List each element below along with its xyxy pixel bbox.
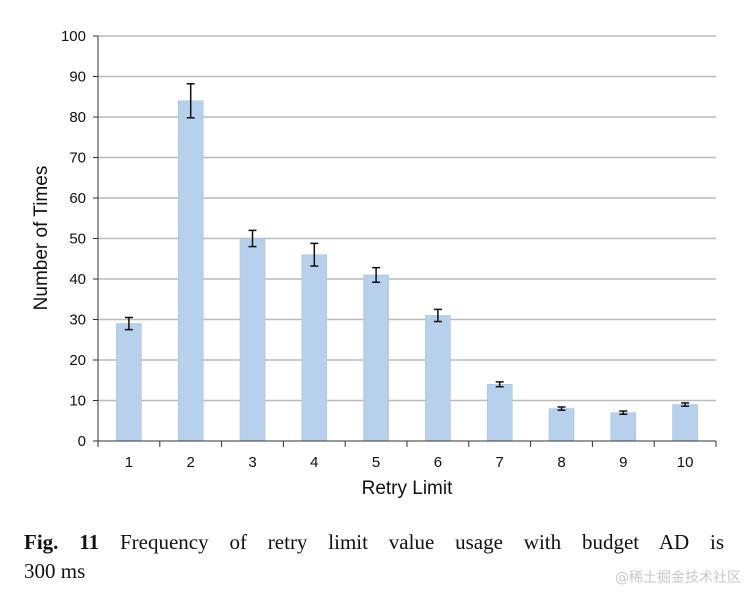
- caption-text-line2: 300 ms: [24, 559, 86, 583]
- y-tick-label: 10: [69, 393, 86, 410]
- bar-4: [301, 254, 328, 442]
- bar-8: [548, 408, 575, 442]
- x-tick-label: 1: [125, 454, 133, 471]
- y-tick-label: 30: [69, 312, 86, 329]
- error-bars: [124, 83, 690, 416]
- bar-5: [363, 274, 389, 442]
- x-tick-label: 3: [248, 454, 256, 471]
- x-tick-label: 10: [677, 454, 694, 471]
- bar-10: [672, 404, 698, 442]
- x-tick-label: 8: [557, 454, 565, 471]
- y-tick-label: 80: [69, 109, 86, 126]
- x-tick-label: 9: [619, 454, 627, 471]
- bar-9: [610, 412, 637, 442]
- x-tick-label: 2: [187, 454, 195, 471]
- x-tick-labels: 1 2 3 4 5 6 7 8 9 10: [97, 441, 717, 471]
- bar-chart: 0 10 20 30 40 50 60 70 80 90 100 1 2 3 4 5 6 7 8 9 10 Retry…: [31, 28, 717, 499]
- bar-2: [177, 100, 204, 442]
- bar-7: [486, 384, 513, 442]
- y-tick-label: 0: [78, 433, 86, 450]
- y-tick-label: 60: [69, 190, 86, 207]
- bar-3: [239, 238, 266, 442]
- y-tick-label: 70: [69, 150, 86, 167]
- x-tick-label: 6: [434, 454, 442, 471]
- y-tick-labels: 0 10 20 30 40 50 60 70 80 90 100: [61, 28, 98, 450]
- y-tick-label: 20: [69, 352, 86, 369]
- y-tick-label: 50: [69, 231, 86, 248]
- y-tick-label: 100: [61, 28, 86, 45]
- bars: [116, 100, 698, 442]
- y-axis-title: Number of Times: [31, 166, 52, 311]
- y-tick-label: 40: [69, 271, 86, 288]
- bar-6: [425, 315, 451, 442]
- x-tick-label: 4: [310, 454, 318, 471]
- caption-label: Fig. 11: [24, 530, 100, 554]
- x-tick-label: 7: [496, 454, 504, 471]
- figure-caption: Fig. 11 Frequency of retry limit value u…: [24, 528, 724, 586]
- bar-1: [116, 323, 142, 442]
- caption-text-line1: Frequency of retry limit value usage wit…: [119, 530, 725, 554]
- x-tick-label: 5: [372, 454, 380, 471]
- watermark: @稀土掘金技术社区: [615, 570, 741, 586]
- y-tick-label: 90: [69, 69, 86, 86]
- x-axis-title: Retry Limit: [362, 478, 454, 499]
